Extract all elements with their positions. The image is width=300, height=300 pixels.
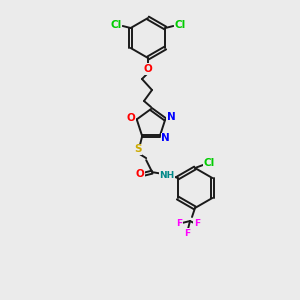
Text: F: F [176,220,182,229]
Text: Cl: Cl [203,158,214,168]
Text: NH: NH [160,171,175,180]
Text: N: N [167,112,176,122]
Text: O: O [144,64,152,74]
Text: Cl: Cl [110,20,121,30]
Text: N: N [161,133,170,143]
Text: S: S [134,144,142,154]
Text: F: F [194,220,200,229]
Text: O: O [136,169,145,179]
Text: Cl: Cl [175,20,186,30]
Text: O: O [126,113,135,123]
Text: F: F [184,229,190,238]
